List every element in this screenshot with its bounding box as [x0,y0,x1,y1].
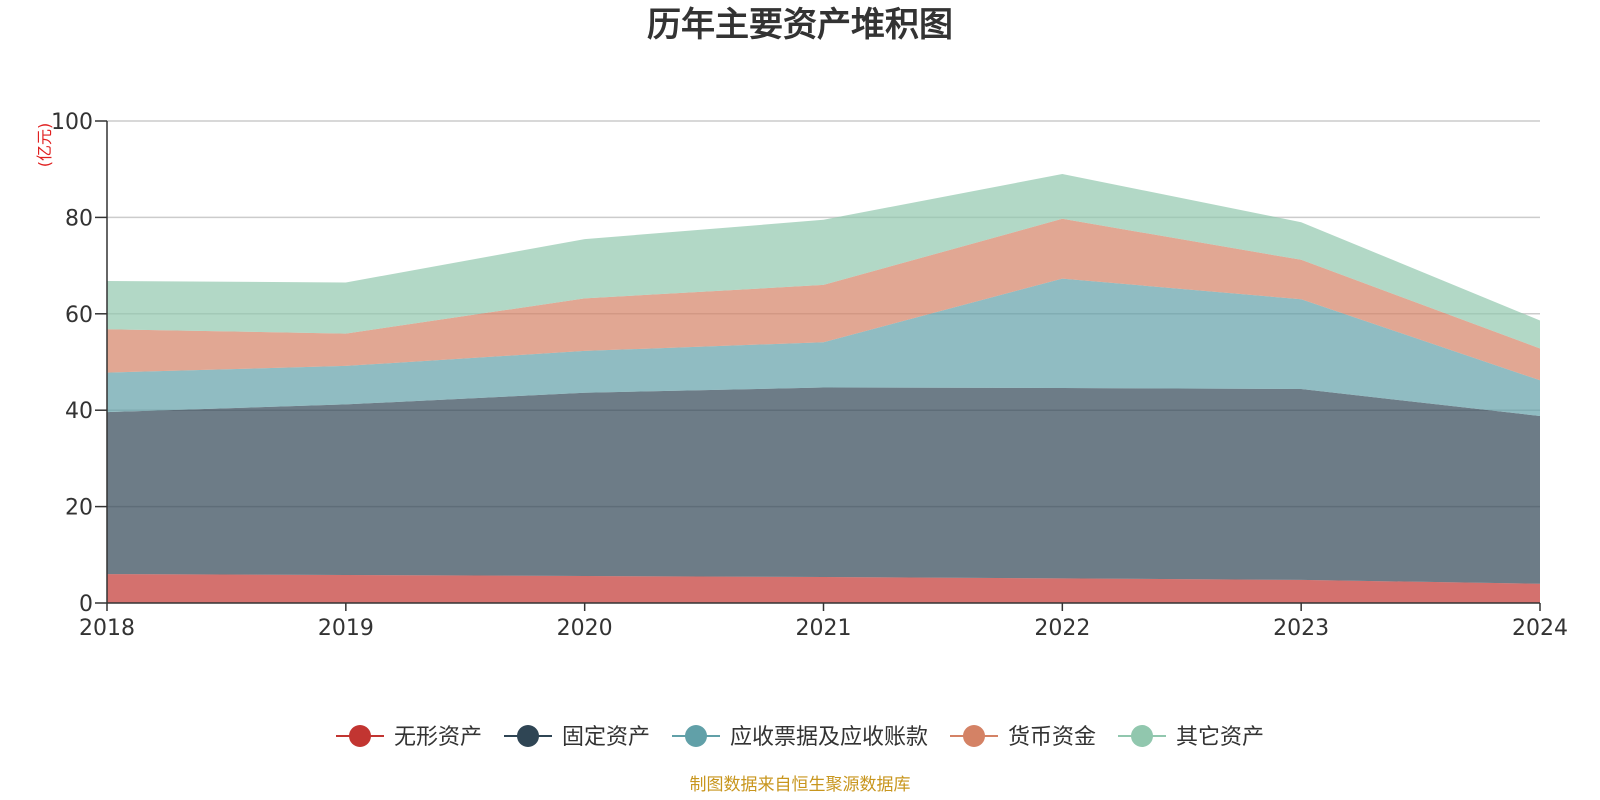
legend-label: 应收票据及应收账款 [730,725,928,750]
y-tick-label: 100 [51,110,93,135]
legend-circle-marker [1131,725,1153,747]
legend-circle-marker [963,725,985,747]
x-tick-label: 2019 [318,616,374,641]
y-axis-unit-label: (亿元) [35,123,54,168]
legend-item-1[interactable]: 固定资产 [504,725,650,750]
legend-item-4[interactable]: 其它资产 [1118,725,1264,750]
area-series-0 [107,574,1540,603]
legend-circle-marker [517,725,539,747]
x-tick-label: 2018 [79,616,135,641]
x-tick-label: 2021 [796,616,852,641]
legend-label: 货币资金 [1008,725,1096,750]
axes: 0 20 40 60 80 100 2018 2019 2020 2021 2022 2023 2024 [51,110,1568,641]
area-series-layer [107,174,1540,603]
legend: 无形资产 固定资产 应收票据及应收账款 货币资金 其它资产 [336,725,1264,750]
area-series-3 [107,218,1540,381]
area-series-2 [107,278,1540,416]
legend-label: 固定资产 [562,725,650,750]
y-tick-label: 40 [65,399,93,424]
legend-circle-marker [349,725,371,747]
x-tick-label: 2022 [1034,616,1090,641]
legend-label: 其它资产 [1176,725,1264,750]
legend-item-2[interactable]: 应收票据及应收账款 [672,725,928,750]
legend-item-0[interactable]: 无形资产 [336,725,482,750]
chart-title: 历年主要资产堆积图 [647,5,953,45]
area-series-1 [107,387,1540,584]
x-tick-label: 2020 [557,616,613,641]
data-source-note: 制图数据来自恒生聚源数据库 [690,775,911,795]
y-tick-label: 20 [65,496,93,521]
y-tick-label: 80 [65,206,93,231]
area-series-4 [107,174,1540,349]
x-tick-label: 2023 [1273,616,1329,641]
legend-circle-marker [685,725,707,747]
y-tick-label: 0 [79,592,93,617]
legend-item-3[interactable]: 货币资金 [950,725,1096,750]
y-tick-label: 60 [65,303,93,328]
x-tick-label: 2024 [1512,616,1568,641]
legend-label: 无形资产 [394,725,482,750]
